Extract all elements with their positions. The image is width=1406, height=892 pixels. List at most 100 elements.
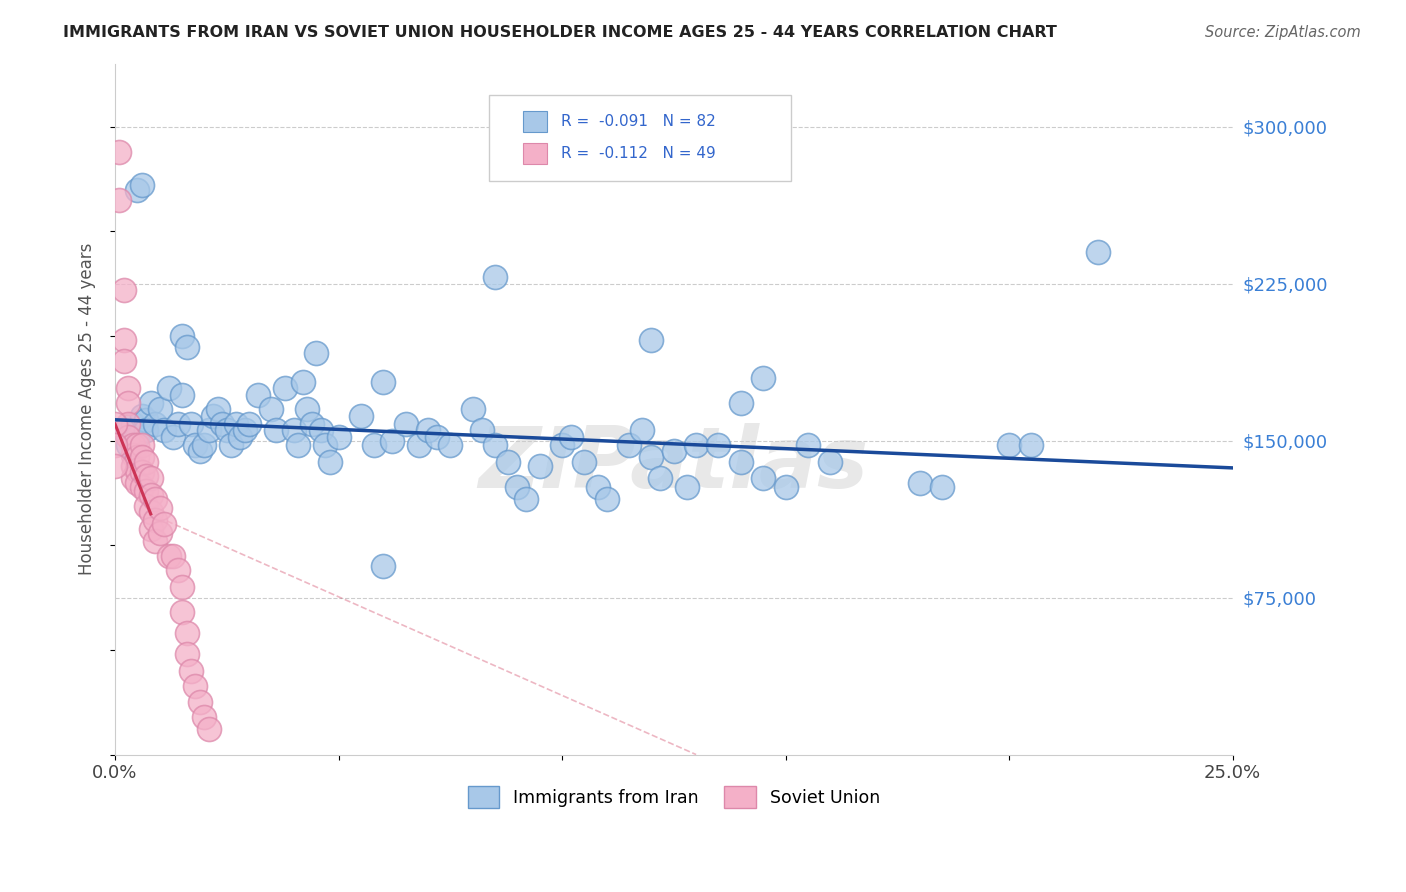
Point bbox=[775, 480, 797, 494]
Point bbox=[131, 178, 153, 193]
Point bbox=[198, 723, 221, 737]
Point bbox=[408, 438, 430, 452]
Point bbox=[752, 371, 775, 385]
Point bbox=[184, 679, 207, 693]
Point bbox=[188, 695, 211, 709]
Point bbox=[170, 580, 193, 594]
Point bbox=[301, 417, 323, 431]
Point bbox=[162, 549, 184, 563]
Point bbox=[149, 500, 172, 515]
Point bbox=[416, 423, 439, 437]
Point bbox=[135, 423, 157, 437]
Point bbox=[176, 626, 198, 640]
Point bbox=[219, 438, 242, 452]
Point bbox=[461, 402, 484, 417]
Point bbox=[104, 458, 127, 473]
Point bbox=[176, 339, 198, 353]
Point bbox=[153, 517, 176, 532]
Point bbox=[117, 396, 139, 410]
Point bbox=[149, 402, 172, 417]
Point bbox=[135, 455, 157, 469]
Point bbox=[426, 429, 449, 443]
Point bbox=[797, 438, 820, 452]
Point bbox=[515, 492, 537, 507]
Y-axis label: Householder Income Ages 25 - 44 years: Householder Income Ages 25 - 44 years bbox=[79, 244, 96, 575]
Point bbox=[135, 499, 157, 513]
Point bbox=[108, 145, 131, 159]
Point bbox=[650, 471, 672, 485]
Point bbox=[574, 455, 596, 469]
Point bbox=[373, 375, 395, 389]
Point bbox=[193, 438, 215, 452]
Point bbox=[139, 471, 162, 485]
Point bbox=[229, 429, 252, 443]
Point bbox=[908, 475, 931, 490]
Point bbox=[328, 429, 350, 443]
Point bbox=[247, 387, 270, 401]
Text: R =  -0.112   N = 49: R = -0.112 N = 49 bbox=[561, 146, 716, 161]
Point bbox=[198, 423, 221, 437]
Point bbox=[297, 402, 319, 417]
Point bbox=[596, 492, 619, 507]
Point bbox=[373, 559, 395, 574]
Point bbox=[117, 381, 139, 395]
Point bbox=[484, 270, 506, 285]
Point bbox=[131, 409, 153, 423]
Point bbox=[127, 450, 149, 465]
Point bbox=[127, 183, 149, 197]
Point bbox=[291, 375, 314, 389]
Point bbox=[131, 438, 153, 452]
Point bbox=[135, 483, 157, 498]
Point bbox=[931, 480, 953, 494]
Point bbox=[108, 193, 131, 207]
Point bbox=[131, 465, 153, 479]
Point bbox=[707, 438, 730, 452]
Point bbox=[143, 417, 166, 431]
Point bbox=[180, 664, 202, 678]
Point bbox=[998, 438, 1021, 452]
Point bbox=[394, 417, 416, 431]
Point bbox=[117, 438, 139, 452]
Point bbox=[166, 563, 188, 577]
Point bbox=[127, 429, 149, 443]
Point bbox=[184, 438, 207, 452]
Point bbox=[202, 409, 225, 423]
Point bbox=[350, 409, 373, 423]
Point bbox=[162, 429, 184, 443]
Point bbox=[143, 492, 166, 507]
Point bbox=[215, 423, 238, 437]
Point bbox=[166, 417, 188, 431]
Point bbox=[131, 480, 153, 494]
Point bbox=[506, 480, 529, 494]
Point bbox=[1021, 438, 1043, 452]
Point bbox=[685, 438, 707, 452]
Point bbox=[264, 423, 287, 437]
Point bbox=[122, 458, 145, 473]
Point bbox=[139, 505, 162, 519]
Point bbox=[363, 438, 385, 452]
FancyBboxPatch shape bbox=[523, 143, 547, 164]
FancyBboxPatch shape bbox=[489, 95, 792, 181]
Point bbox=[180, 417, 202, 431]
Point bbox=[170, 387, 193, 401]
Point bbox=[143, 513, 166, 527]
Point bbox=[117, 417, 139, 431]
Point bbox=[127, 463, 149, 477]
Text: R =  -0.091   N = 82: R = -0.091 N = 82 bbox=[561, 114, 716, 129]
Point bbox=[157, 381, 180, 395]
Point bbox=[551, 438, 574, 452]
Point bbox=[439, 438, 461, 452]
Point bbox=[207, 402, 229, 417]
Point bbox=[176, 647, 198, 661]
Point bbox=[211, 417, 233, 431]
Point bbox=[314, 438, 336, 452]
Point bbox=[640, 333, 662, 347]
Point bbox=[170, 329, 193, 343]
Point bbox=[287, 438, 309, 452]
Point bbox=[617, 438, 640, 452]
Point bbox=[135, 413, 157, 427]
Point bbox=[640, 450, 662, 465]
Point bbox=[529, 458, 551, 473]
Point bbox=[676, 480, 699, 494]
Point bbox=[122, 471, 145, 485]
